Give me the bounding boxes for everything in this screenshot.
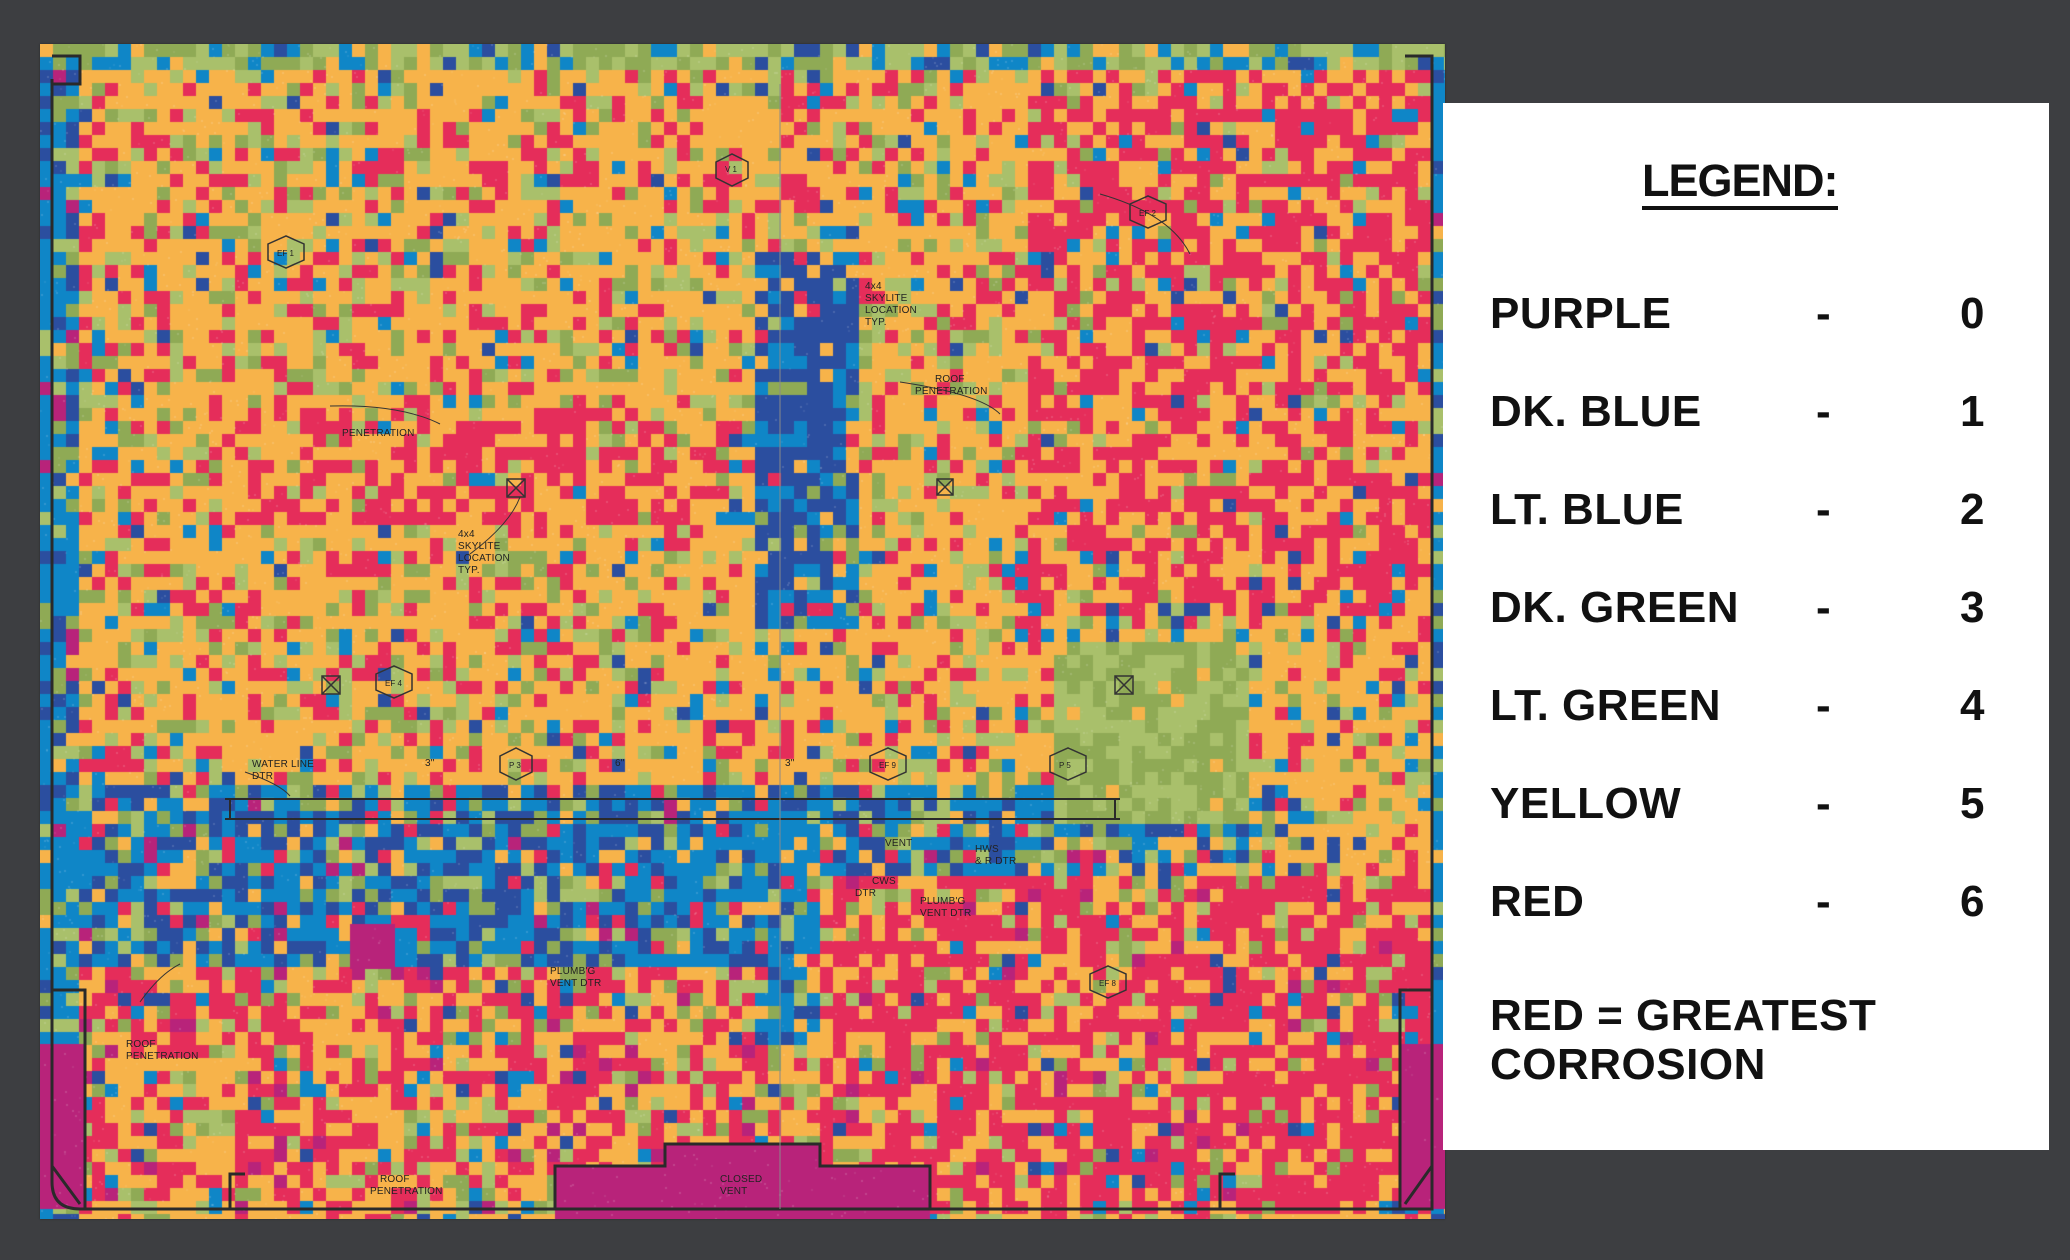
legend-dash: - xyxy=(1816,779,1832,828)
legend-value: 5 xyxy=(1960,779,1985,828)
legend-color-name: DK. GREEN xyxy=(1490,583,1739,632)
legend-color-name: LT. BLUE xyxy=(1490,485,1684,534)
legend-note-line-2: CORROSION xyxy=(1490,1040,1766,1089)
legend-row-red: RED - 6 xyxy=(1490,871,2030,931)
legend-value: 0 xyxy=(1960,289,1985,338)
legend-color-name: DK. BLUE xyxy=(1490,387,1702,436)
legend-dash: - xyxy=(1816,681,1832,730)
legend-row-lt-green: LT. GREEN - 4 xyxy=(1490,675,2030,735)
legend-note-line-1: RED = GREATEST xyxy=(1490,991,1877,1040)
legend-value: 6 xyxy=(1960,877,1985,926)
legend-panel: LEGEND: PURPLE - 0 DK. BLUE - 1 LT. BLUE… xyxy=(1443,103,2049,1150)
legend-dash: - xyxy=(1816,583,1832,632)
legend-color-name: PURPLE xyxy=(1490,289,1672,338)
legend-row-lt-blue: LT. BLUE - 2 xyxy=(1490,479,2030,539)
legend-value: 3 xyxy=(1960,583,1985,632)
corrosion-heatmap xyxy=(40,44,1445,1219)
legend-color-name: RED xyxy=(1490,877,1585,926)
corrosion-map: 4x4 SKYLITE LOCATION TYP. 4x4 SKYLITE LO… xyxy=(40,44,1445,1219)
legend-dash: - xyxy=(1816,289,1832,338)
legend-row-dk-blue: DK. BLUE - 1 xyxy=(1490,381,2030,441)
legend-dash: - xyxy=(1816,877,1832,926)
legend-dash: - xyxy=(1816,387,1832,436)
legend-title: LEGEND: xyxy=(1642,158,1838,210)
legend-color-name: YELLOW xyxy=(1490,779,1682,828)
legend-row-yellow: YELLOW - 5 xyxy=(1490,773,2030,833)
legend-value: 1 xyxy=(1960,387,1985,436)
legend-value: 4 xyxy=(1960,681,1985,730)
legend-row-purple: PURPLE - 0 xyxy=(1490,283,2030,343)
legend-value: 2 xyxy=(1960,485,1985,534)
legend-row-dk-green: DK. GREEN - 3 xyxy=(1490,577,2030,637)
legend-dash: - xyxy=(1816,485,1832,534)
legend-color-name: LT. GREEN xyxy=(1490,681,1722,730)
legend-note: RED = GREATEST CORROSION xyxy=(1490,991,2010,1089)
